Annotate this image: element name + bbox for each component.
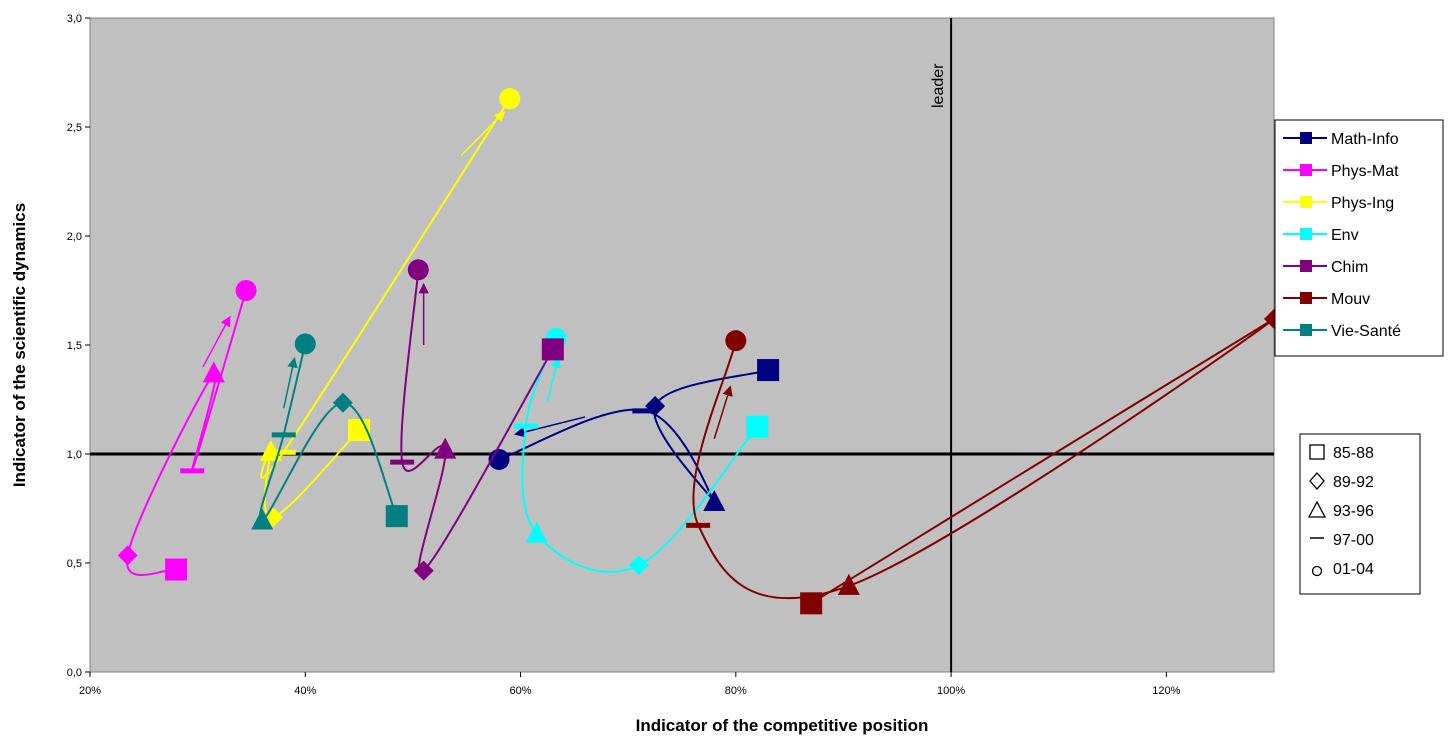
data-point — [332, 392, 353, 413]
legend-marker — [1300, 228, 1312, 240]
data-point — [202, 361, 225, 383]
legend-marker — [1300, 164, 1312, 176]
legend-label: Math-Info — [1331, 131, 1399, 148]
period-marker-circle — [1311, 565, 1323, 577]
period-label: 85-88 — [1333, 445, 1374, 462]
trend-arrow — [202, 315, 231, 368]
period-marker-triangle — [1307, 500, 1327, 518]
series-line-5 — [692, 317, 1276, 605]
y-tick-label: 2,5 — [67, 122, 82, 134]
legend-label: Phys-Ing — [1331, 195, 1394, 212]
data-point — [837, 573, 860, 595]
x-tick-label: 120% — [1152, 685, 1180, 697]
trend-arrow — [546, 357, 562, 402]
data-point — [251, 508, 274, 530]
x-tick-label: 20% — [79, 685, 101, 697]
y-tick-label: 1,5 — [67, 340, 82, 352]
period-label: 97-00 — [1333, 532, 1374, 549]
period-label: 93-96 — [1333, 503, 1374, 520]
trend-arrow — [713, 385, 733, 439]
legend-marker — [1300, 260, 1312, 272]
legend-marker — [1300, 292, 1312, 304]
legend-marker — [1300, 132, 1312, 144]
data-point — [757, 359, 780, 382]
y-axis-title: Indicator of the scientific dynamics — [10, 203, 29, 487]
data-point — [413, 560, 434, 581]
plot-area — [89, 17, 1275, 673]
x-tick-label: 60% — [510, 685, 532, 697]
y-tick-label: 3,0 — [67, 13, 82, 25]
period-label: 01-04 — [1333, 561, 1374, 578]
legend-label: Phys-Mat — [1331, 163, 1399, 180]
x-tick-label: 80% — [725, 685, 747, 697]
data-point — [180, 468, 205, 474]
data-point — [525, 521, 548, 543]
y-tick-label: 0,5 — [67, 558, 82, 570]
data-point — [235, 280, 257, 301]
y-tick-label: 2,0 — [67, 231, 82, 243]
x-tick-label: 40% — [294, 685, 316, 697]
data-point — [294, 333, 316, 355]
series-line-4 — [400, 269, 554, 574]
y-tick-label: 0,0 — [67, 667, 82, 679]
data-point — [703, 489, 726, 511]
legend-label: Vie-Santé — [1331, 323, 1401, 340]
data-point — [725, 330, 747, 352]
y-tick-label: 1,0 — [67, 449, 82, 461]
legend-label: Env — [1331, 227, 1359, 244]
period-label: 89-92 — [1333, 474, 1374, 491]
data-point — [541, 338, 564, 361]
data-point — [271, 449, 296, 455]
legend-marker — [1300, 324, 1312, 336]
period-marker-diamond — [1309, 472, 1325, 490]
data-point — [513, 423, 538, 429]
x-tick-label: 100% — [937, 685, 965, 697]
period-marker-square — [1309, 444, 1325, 460]
trend-arrow — [514, 416, 586, 438]
legend-marker — [1300, 196, 1312, 208]
data-point — [800, 592, 823, 615]
legend-label: Mouv — [1331, 291, 1370, 308]
data-point — [271, 432, 296, 438]
data-point — [746, 415, 769, 438]
data-point — [632, 408, 657, 414]
x-axis-title: Indicator of the competitive position — [636, 716, 929, 735]
data-point — [434, 437, 457, 459]
data-point — [117, 545, 138, 566]
trend-arrow — [283, 357, 298, 409]
data-point — [686, 522, 711, 528]
leader-label: leader — [930, 63, 947, 108]
data-point — [165, 558, 188, 581]
data-point — [499, 88, 521, 110]
trend-arrow — [460, 110, 506, 156]
data-point — [390, 459, 415, 465]
data-point — [385, 505, 408, 528]
data-point — [407, 259, 429, 281]
series-line-2 — [260, 98, 511, 519]
data-point — [628, 555, 649, 576]
legend-label: Chim — [1331, 259, 1368, 276]
data-point — [259, 439, 282, 461]
